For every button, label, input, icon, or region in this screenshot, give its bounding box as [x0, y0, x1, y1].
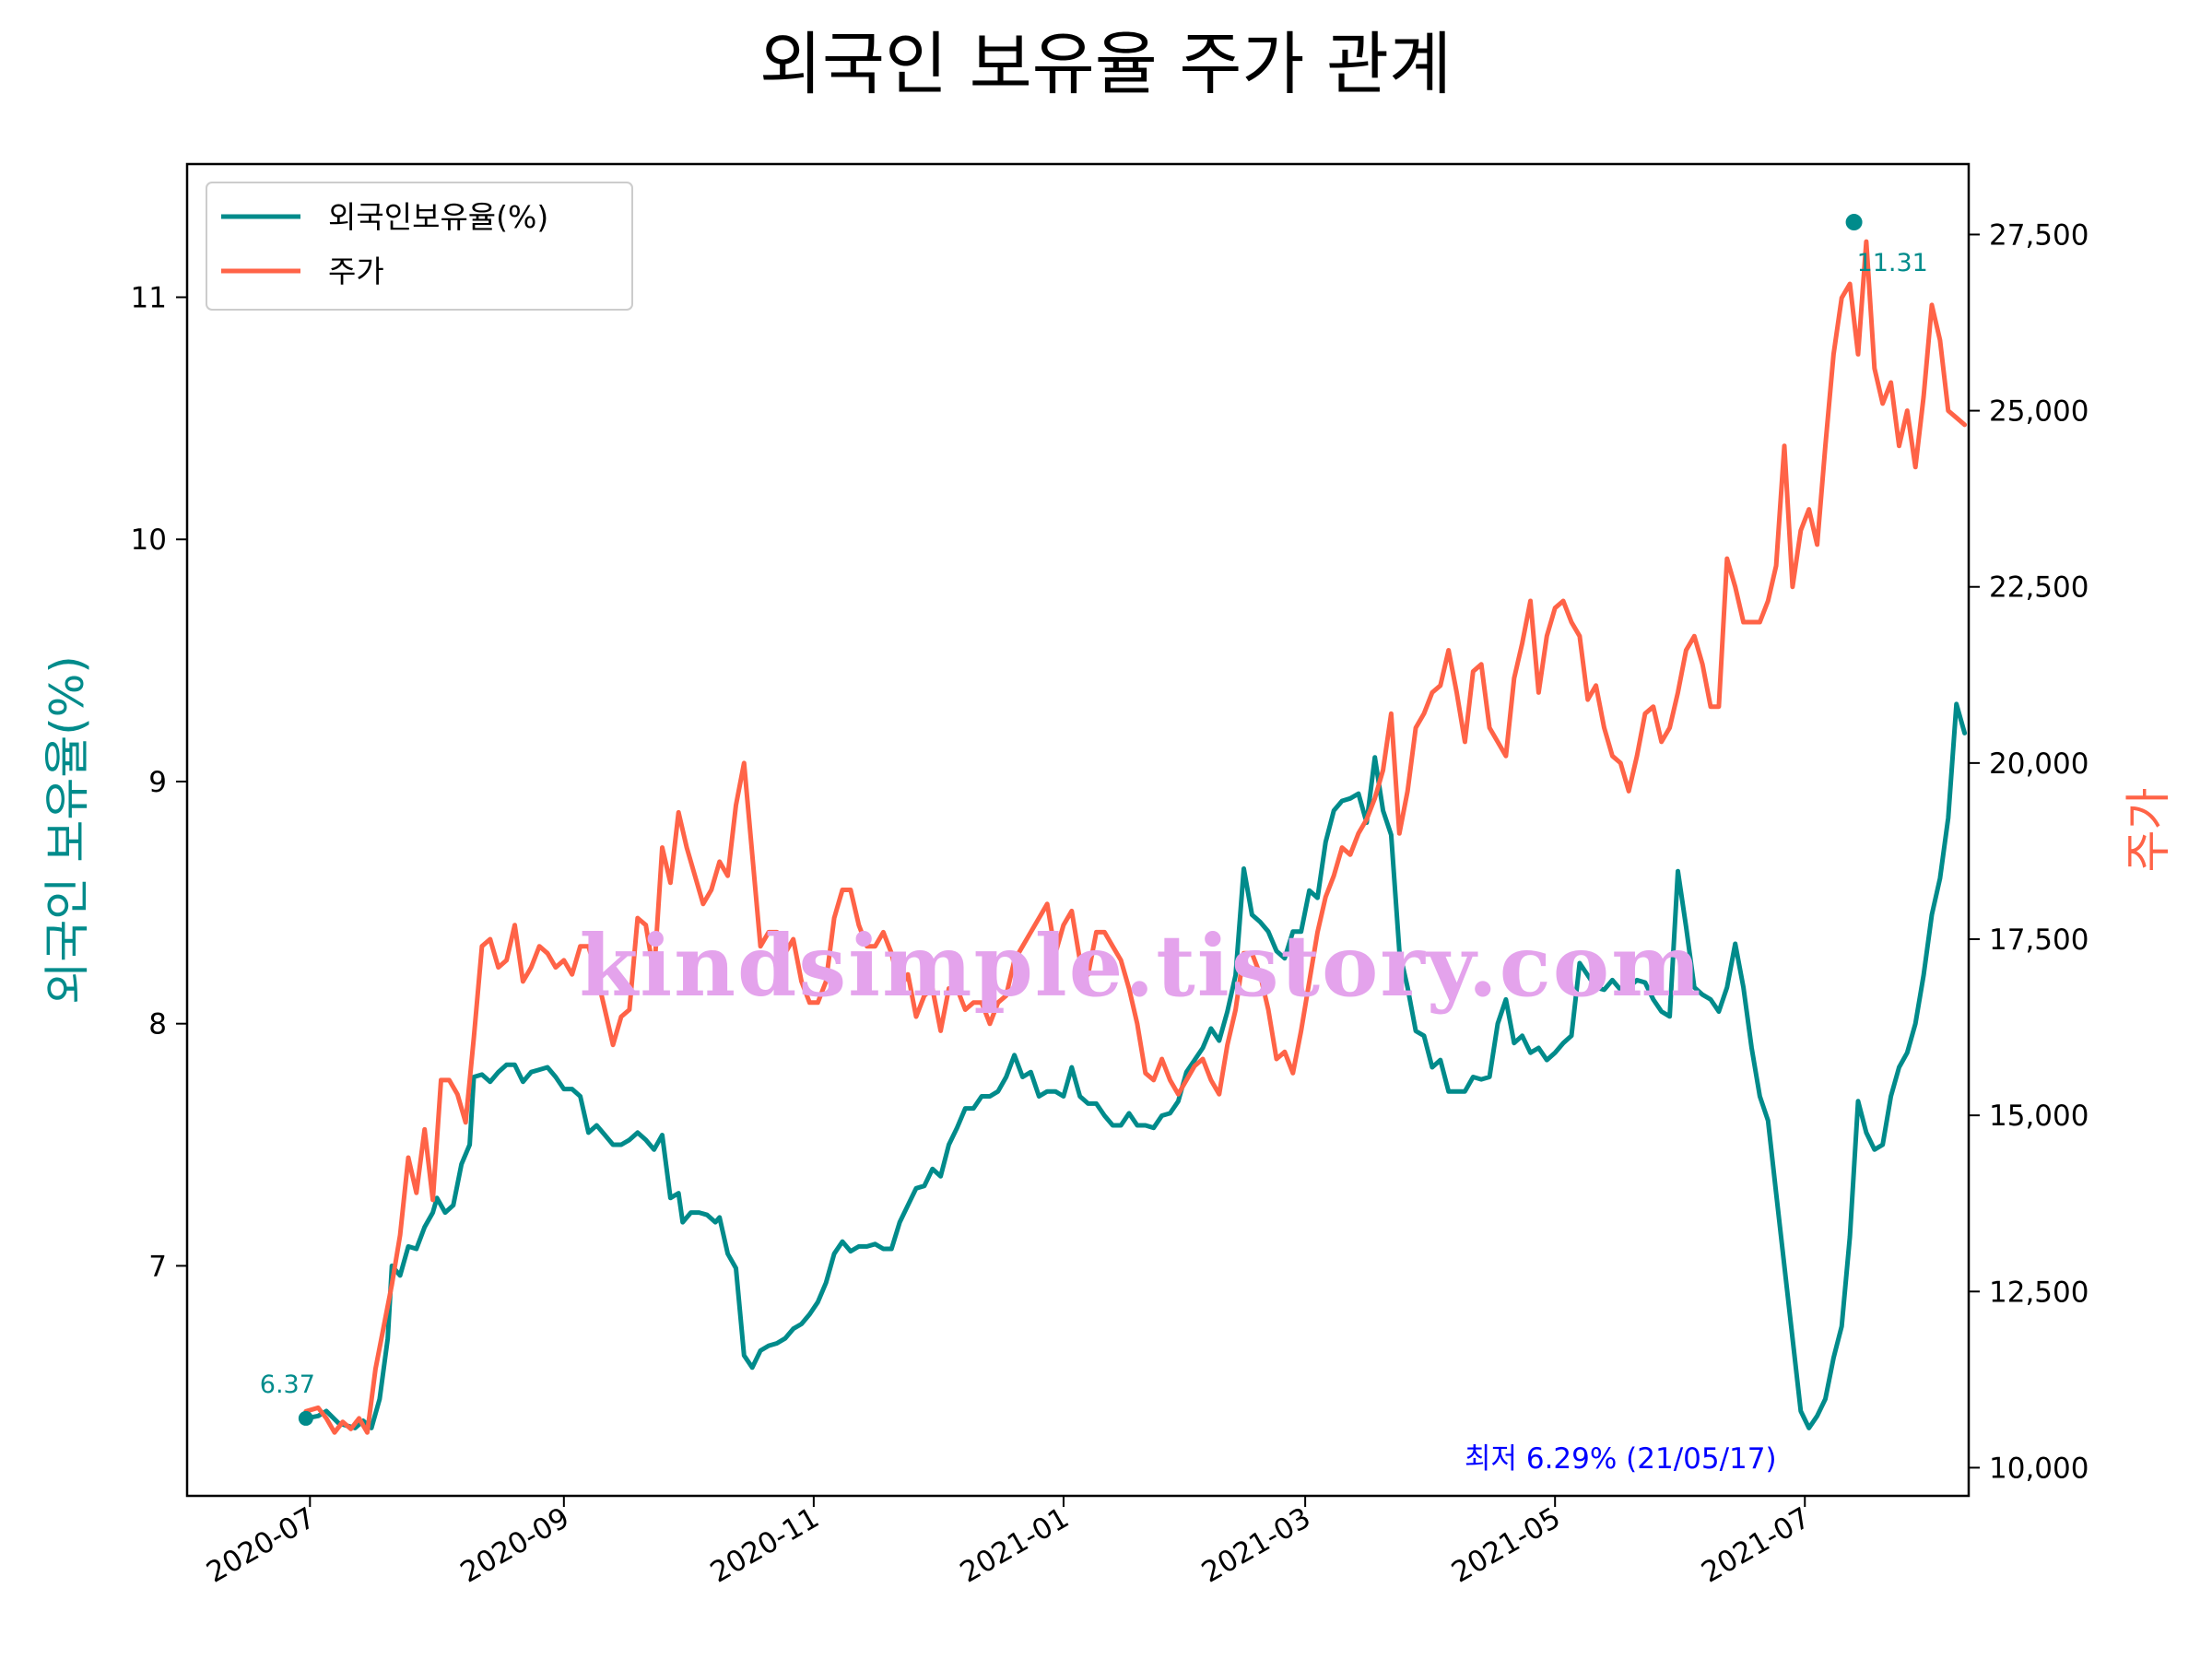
y-axis-left: 7 8 9 10 11 [131, 282, 187, 1283]
y-right-tick-label: 22,500 [1989, 571, 2088, 605]
y-left-tick-label: 10 [131, 524, 167, 557]
y-left-tick-label: 7 [148, 1250, 167, 1283]
minimum-label: 최저 6.29% (21/05/17) [1465, 1442, 1777, 1476]
y-axis-right-label: 주가 [2122, 788, 2175, 873]
y-left-tick-label: 11 [131, 282, 167, 315]
y-right-tick-label: 12,500 [1989, 1276, 2088, 1309]
legend-label-foreign-ownership: 외국인보유율(%) [328, 199, 548, 235]
y-left-tick-label: 8 [148, 1008, 167, 1041]
y-right-tick-label: 20,000 [1989, 747, 2088, 781]
annotations: 6.37 11.31 최저 6.29% (21/05/17) [260, 249, 1928, 1476]
y-right-tick-label: 25,000 [1989, 395, 2088, 429]
start-point-marker [298, 1410, 313, 1426]
series-line-foreign-ownership [303, 701, 1968, 1430]
series-line-price [303, 239, 1968, 1435]
y-right-tick-label: 27,500 [1989, 218, 2088, 252]
end-point-marker [1845, 214, 1863, 231]
plot-area [298, 214, 1968, 1435]
watermark: kindsimple.tistory.com [579, 916, 1702, 1016]
legend-label-price: 주가 [328, 253, 384, 289]
plot-frame [185, 162, 1971, 1498]
y-axis-right: 10,000 12,500 15,000 17,500 20,000 22,500 25,0… [1969, 218, 2088, 1485]
y-axis-left-label: 외국인 보유율(%) [41, 655, 94, 1004]
start-value-label: 6.37 [260, 1371, 315, 1399]
y-right-tick-label: 10,000 [1989, 1452, 2088, 1485]
y-right-tick-label: 15,000 [1989, 1100, 2088, 1133]
legend: 외국인보유율(%) 주가 [206, 182, 633, 311]
legend-box [206, 182, 633, 311]
y-right-tick-label: 17,500 [1989, 924, 2088, 957]
y-left-tick-label: 9 [148, 766, 167, 799]
end-value-label: 11.31 [1857, 249, 1928, 277]
chart-title: 외국인 보유율 주가 관계 [759, 25, 1452, 104]
